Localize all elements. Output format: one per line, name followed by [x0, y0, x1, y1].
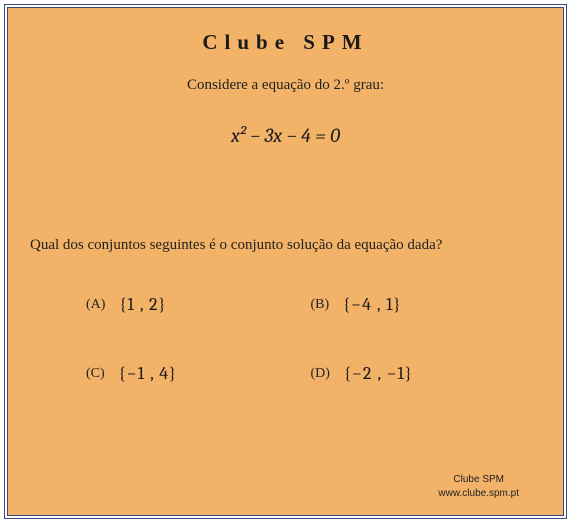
prompt-text: Considere a equação do 2.º grau:	[26, 77, 545, 94]
option-label: (A)	[86, 297, 105, 313]
equation-display: x² − 3x − 4 = 0	[231, 124, 340, 147]
equation: x² − 3x − 4 = 0	[26, 124, 545, 147]
option-a: (A) {1 , 2}	[86, 294, 301, 315]
option-label: (C)	[86, 366, 105, 382]
option-set: {−2 , −1}	[344, 363, 413, 384]
question-text: Qual dos conjuntos seguintes é o conjunt…	[26, 237, 545, 254]
options-grid: (A) {1 , 2} (B) {−4 , 1} (C) {−1 , 4} (D…	[26, 294, 545, 384]
footer-brand: Clube SPM	[438, 473, 519, 487]
option-set: {−1 , 4}	[119, 363, 177, 384]
option-b: (B) {−4 , 1}	[311, 294, 526, 315]
footer: Clube SPM www.clube.spm.pt	[438, 473, 519, 501]
option-c: (C) {−1 , 4}	[86, 363, 301, 384]
option-set: {1 , 2}	[119, 294, 166, 315]
option-label: (D)	[311, 366, 330, 382]
card: Clube SPM Considere a equação do 2.º gra…	[7, 7, 564, 516]
page-title: Clube SPM	[26, 30, 545, 55]
footer-url: www.clube.spm.pt	[438, 487, 519, 501]
option-set: {−4 , 1}	[343, 294, 401, 315]
option-d: (D) {−2 , −1}	[311, 363, 526, 384]
outer-frame: Clube SPM Considere a equação do 2.º gra…	[4, 4, 567, 519]
option-label: (B)	[311, 297, 330, 313]
